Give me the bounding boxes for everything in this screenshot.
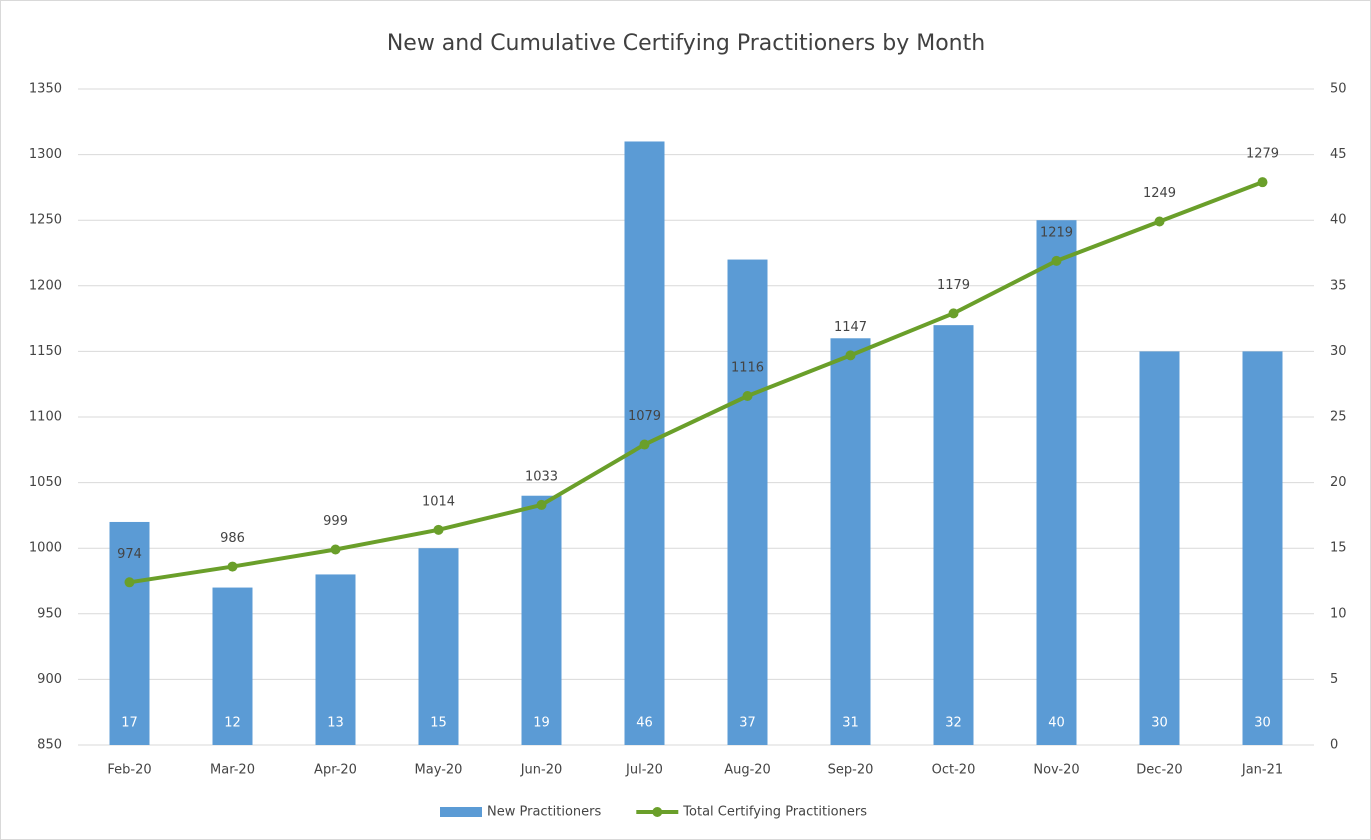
y2-tick-label: 15: [1330, 541, 1347, 556]
y2-tick-label: 5: [1330, 672, 1338, 687]
y-tick-label: 1350: [29, 82, 62, 97]
bar-value-label: 32: [945, 716, 962, 731]
y-tick-label: 850: [37, 738, 62, 753]
x-tick-label: Jul-20: [625, 763, 663, 778]
y2-tick-label: 45: [1330, 147, 1347, 162]
chart-title: New and Cumulative Certifying Practition…: [387, 31, 985, 56]
y-tick-label: 1300: [29, 147, 62, 162]
bar-value-label: 37: [739, 716, 756, 731]
bar: [521, 495, 562, 745]
line-marker: [536, 499, 547, 510]
y2-tick-label: 40: [1330, 213, 1347, 228]
line-marker: [1154, 216, 1165, 227]
bar: [212, 587, 253, 745]
y-tick-label: 1050: [29, 475, 62, 490]
line-marker: [433, 524, 444, 535]
line: [129, 180, 1264, 585]
bar: [1036, 220, 1077, 745]
line-value-label: 1219: [1040, 225, 1073, 240]
y-tick-label: 1150: [29, 344, 62, 359]
bar: [1242, 351, 1283, 745]
line-value-label: 999: [323, 514, 348, 529]
line-marker: [227, 561, 238, 572]
x-tick-label: Oct-20: [932, 763, 976, 778]
y2-tick-label: 30: [1330, 344, 1347, 359]
x-tick-label: Feb-20: [107, 763, 151, 778]
line-value-label: 1033: [525, 469, 558, 484]
y-tick-label: 1100: [29, 410, 62, 425]
line-marker: [639, 439, 650, 450]
y-tick-label: 1000: [29, 541, 62, 556]
bar-value-label: 46: [636, 716, 653, 731]
y2-tick-label: 20: [1330, 475, 1347, 490]
y2-tick-label: 35: [1330, 278, 1347, 293]
line-value-label: 1116: [731, 361, 764, 376]
line-marker: [1051, 255, 1062, 266]
bar-value-label: 17: [121, 716, 138, 731]
y-tick-label: 900: [37, 672, 62, 687]
line-marker: [330, 544, 341, 555]
y2-tick-label: 10: [1330, 606, 1347, 621]
x-tick-label: Dec-20: [1136, 763, 1182, 778]
line-marker: [845, 350, 856, 361]
bar-value-label: 30: [1151, 716, 1168, 731]
legend-swatch: [440, 807, 482, 817]
bar: [418, 548, 459, 745]
line-value-label: 986: [220, 531, 245, 546]
y2-tick-label: 0: [1330, 738, 1338, 753]
bar: [830, 338, 871, 745]
x-tick-label: Aug-20: [724, 763, 771, 778]
bar: [109, 521, 150, 745]
y-tick-label: 1250: [29, 213, 62, 228]
y-tick-label: 950: [37, 606, 62, 621]
y2-tick-label: 25: [1330, 410, 1347, 425]
bar-value-label: 31: [842, 716, 859, 731]
x-tick-label: May-20: [415, 763, 463, 778]
bar-value-label: 30: [1254, 716, 1271, 731]
line-marker: [948, 308, 959, 319]
y-tick-label: 1200: [29, 278, 62, 293]
bar-value-label: 19: [533, 716, 550, 731]
bar: [315, 574, 356, 745]
bar: [727, 259, 768, 745]
bar-value-label: 12: [224, 716, 241, 731]
x-tick-label: Apr-20: [314, 763, 357, 778]
line-value-label: 1079: [628, 409, 661, 424]
bar-value-label: 40: [1048, 716, 1065, 731]
legend-label: New Practitioners: [487, 805, 602, 820]
line-value-label: 1147: [834, 320, 867, 335]
bar-value-label: 13: [327, 716, 344, 731]
legend-label: Total Certifying Practitioners: [682, 805, 867, 820]
line-value-label: 1249: [1143, 186, 1176, 201]
x-tick-label: Jan-21: [1241, 763, 1283, 778]
line-marker: [742, 391, 753, 402]
bar-value-label: 15: [430, 716, 447, 731]
bar: [933, 325, 974, 745]
line-value-label: 1179: [937, 278, 970, 293]
line-value-label: 1014: [422, 494, 455, 509]
legend-swatch: [652, 807, 663, 817]
line-marker: [1257, 177, 1268, 188]
line-marker: [124, 577, 135, 588]
y2-tick-label: 50: [1330, 82, 1347, 97]
x-tick-label: Nov-20: [1033, 763, 1079, 778]
bar: [1139, 351, 1180, 745]
line-value-label: 974: [117, 547, 142, 562]
x-tick-label: Mar-20: [210, 763, 255, 778]
x-tick-label: Sep-20: [828, 763, 874, 778]
x-tick-label: Jun-20: [520, 763, 563, 778]
line-value-label: 1279: [1246, 147, 1279, 162]
